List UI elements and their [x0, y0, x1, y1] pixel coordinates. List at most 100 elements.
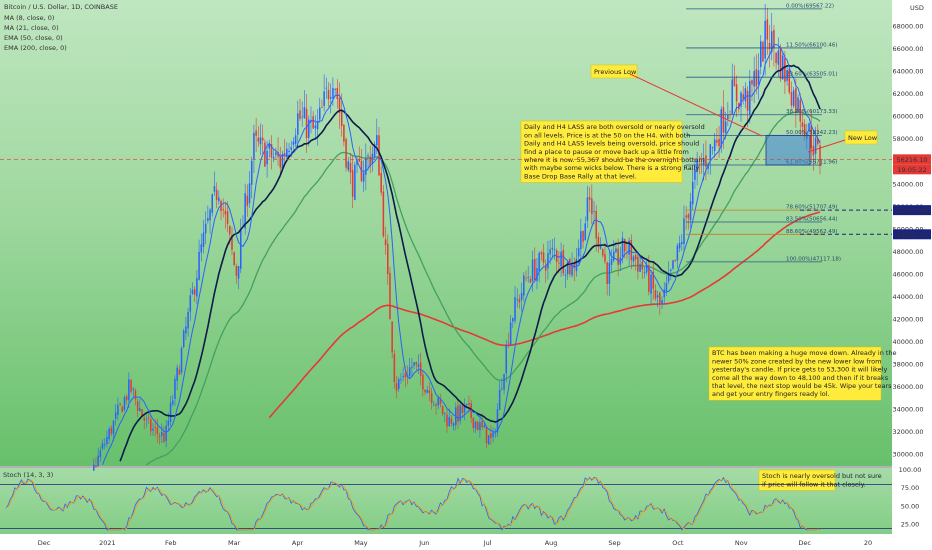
- candle: [413, 362, 415, 366]
- candle: [525, 277, 527, 279]
- candle: [803, 124, 806, 137]
- candle: [246, 195, 249, 206]
- candle: [92, 464, 95, 471]
- candle: [95, 465, 97, 468]
- candle: [237, 265, 240, 279]
- indicator-legend: Bitcoin / U.S. Dollar, 1D, COINBASE MA (…: [3, 3, 924, 479]
- candle: [727, 114, 729, 120]
- candle: [332, 88, 334, 99]
- candle: [799, 99, 802, 122]
- candle: [753, 71, 755, 87]
- candle: [744, 88, 747, 102]
- candle: [250, 160, 253, 185]
- candle: [259, 137, 262, 145]
- candle: [272, 156, 275, 159]
- daily-note: [520, 120, 683, 183]
- candle: [106, 437, 108, 445]
- previous-low-label: [590, 64, 638, 79]
- candle: [709, 144, 712, 162]
- x-tick-labels: Dec 2021 Feb Mar Apr May Jun Jul Aug Sep Oct Nov Dec…: [38, 539, 872, 547]
- fib-level-label: 78.60%(51707.49): [786, 205, 838, 211]
- candle: [327, 89, 330, 100]
- daily-note-line: Daily and H4 LASS levels being oversold,…: [524, 140, 699, 148]
- candle: [279, 155, 282, 168]
- candle: [599, 246, 602, 249]
- candle: [492, 432, 494, 437]
- candle: [152, 428, 154, 431]
- candle: [698, 161, 701, 163]
- y-tick: 66000.00: [892, 45, 923, 53]
- candle: [218, 197, 220, 202]
- candle: [797, 97, 799, 111]
- x-tick: Oct: [672, 539, 684, 547]
- y-tick: 62000.00: [892, 90, 923, 98]
- y-tick: 36000.00: [892, 383, 923, 391]
- x-tick: Jun: [418, 539, 429, 547]
- candle: [277, 152, 279, 157]
- candle: [132, 388, 135, 390]
- time-axis[interactable]: [0, 534, 892, 550]
- candle: [819, 145, 821, 167]
- candle: [681, 241, 683, 244]
- candle: [176, 367, 178, 381]
- candle: [134, 390, 137, 400]
- daily-note-line: where it is now. 55,367 should be the ov…: [524, 156, 705, 164]
- candle: [648, 265, 650, 292]
- btc-note-line: yesterday's candle. If price gets to 53,…: [712, 366, 887, 374]
- candle: [523, 275, 525, 296]
- candle: [103, 444, 106, 445]
- x-tick: Dec: [38, 539, 51, 547]
- candle: [474, 421, 477, 429]
- candle: [612, 251, 615, 261]
- candle: [180, 348, 183, 373]
- daily-note-line: Daily and H4 LASS are both oversold or n…: [524, 123, 705, 131]
- candle: [586, 197, 589, 221]
- candle: [713, 139, 716, 151]
- candle: [430, 393, 433, 404]
- candle: [422, 374, 424, 390]
- candle: [292, 141, 295, 145]
- candle: [220, 200, 222, 212]
- candle: [503, 373, 505, 390]
- candle: [215, 189, 218, 200]
- price-axis[interactable]: [892, 0, 932, 550]
- candle: [702, 157, 705, 166]
- candle: [749, 80, 751, 114]
- candle: [463, 405, 466, 413]
- y-tick: 64000.00: [892, 68, 923, 76]
- candle: [189, 295, 192, 312]
- candle: [229, 226, 231, 235]
- candle: [99, 450, 102, 458]
- candle: [316, 120, 319, 130]
- candle: [516, 299, 518, 301]
- candle: [562, 250, 565, 274]
- x-tick: May: [354, 539, 368, 547]
- candle: [387, 243, 389, 275]
- fib-level-label: 50.00%(58342.23): [786, 130, 838, 136]
- candle: [222, 208, 224, 211]
- candle: [248, 183, 251, 204]
- candle: [764, 20, 766, 59]
- candle: [476, 421, 479, 431]
- candle: [740, 92, 742, 107]
- ma-8-path: [102, 43, 821, 465]
- candle: [628, 240, 630, 255]
- fib-level-label: 0.00%(69567.22): [786, 3, 834, 9]
- candle: [334, 89, 336, 90]
- candle: [711, 147, 714, 148]
- candle: [312, 116, 314, 129]
- candle: [667, 272, 670, 282]
- candle: [558, 262, 560, 264]
- candle: [768, 42, 771, 50]
- fib-level-label: 83.50%(50656.44): [786, 216, 838, 222]
- candle: [145, 418, 148, 420]
- candle: [441, 405, 444, 414]
- candle: [117, 405, 119, 415]
- ma-21-line: [119, 64, 821, 462]
- fib-level-label: 100.00%(47117.18): [786, 256, 841, 262]
- candle: [294, 135, 297, 144]
- price-marker-bg: [893, 205, 931, 216]
- candle: [97, 455, 99, 467]
- candle: [389, 272, 391, 320]
